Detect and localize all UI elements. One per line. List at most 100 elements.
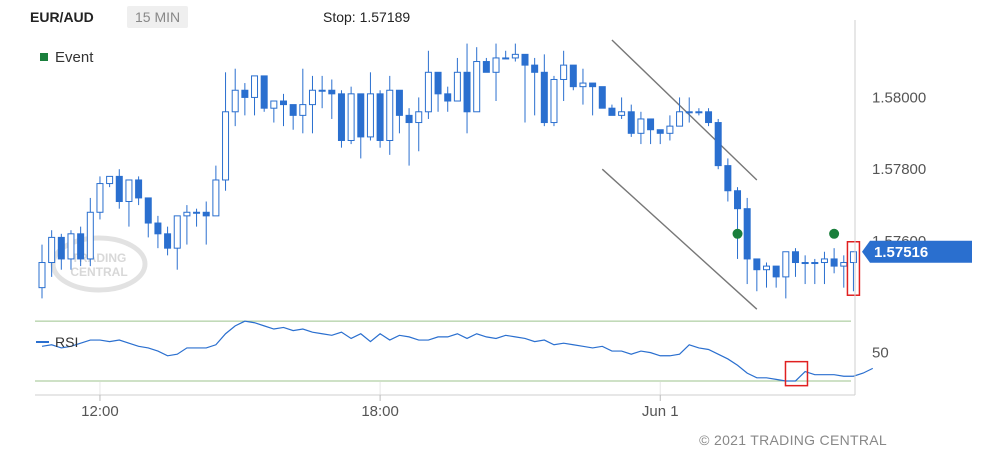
candle-body — [424, 71, 432, 113]
candle-body — [434, 71, 442, 95]
candle — [791, 248, 799, 277]
candle — [560, 50, 568, 102]
candle — [115, 169, 123, 209]
candle — [473, 47, 481, 113]
candle — [540, 54, 548, 127]
candle-body — [337, 93, 345, 141]
candle — [424, 50, 432, 119]
candle-body — [328, 89, 336, 95]
candle-body — [405, 114, 413, 124]
price-tag-label: 1.57516 — [874, 244, 928, 261]
candle-body — [695, 111, 703, 114]
watermark-text-1: TRADING — [72, 251, 127, 265]
candle — [154, 215, 162, 249]
candle-body — [299, 104, 307, 116]
candle-body — [193, 211, 201, 214]
candle — [135, 176, 143, 206]
candle-body — [840, 262, 848, 267]
candle — [820, 251, 828, 285]
candle-body — [849, 251, 857, 264]
candle — [318, 75, 326, 109]
candle — [666, 115, 674, 141]
candle — [202, 201, 210, 245]
rsi-panel — [35, 320, 874, 387]
candle-body — [347, 93, 355, 141]
candle-body — [86, 211, 94, 260]
rsi-tick-label: 50 — [872, 345, 889, 362]
candle-body — [666, 125, 674, 134]
candle — [656, 129, 664, 145]
candle-body — [724, 165, 732, 192]
candle-body — [618, 111, 626, 116]
candle-body — [376, 93, 384, 141]
channel-lower-line — [601, 168, 758, 310]
candle-body — [598, 86, 606, 109]
channel-upper-line — [611, 39, 758, 181]
candle-body — [560, 64, 568, 80]
candle-body — [772, 265, 780, 278]
candle — [637, 111, 645, 145]
price-tag-bg — [862, 240, 972, 263]
candle-body — [608, 107, 616, 116]
candle-body — [57, 236, 65, 260]
candle — [589, 82, 597, 116]
candle-body — [48, 236, 56, 264]
candle-body — [830, 258, 838, 267]
candle-body — [637, 118, 645, 134]
price-channel — [601, 39, 758, 310]
candle-body — [125, 179, 133, 203]
y-tick-label: 1.57800 — [872, 161, 926, 178]
candle-body — [386, 89, 394, 141]
candle-body — [115, 175, 123, 203]
candle — [502, 50, 510, 60]
x-tick-label: 18:00 — [361, 403, 399, 420]
candle — [618, 97, 626, 119]
candle-body — [154, 222, 162, 235]
candle — [763, 262, 770, 288]
rsi-legend-label: RSI — [55, 334, 79, 350]
candle — [260, 75, 268, 112]
candle — [724, 158, 732, 202]
candle-body — [782, 251, 790, 278]
candle — [676, 97, 684, 127]
candle-body — [38, 262, 46, 289]
candle-body — [164, 233, 172, 249]
candle-body — [511, 53, 519, 59]
candle — [308, 75, 316, 134]
candle — [251, 75, 259, 116]
candle — [395, 89, 403, 134]
candle — [96, 176, 104, 220]
candle — [782, 251, 790, 299]
candle — [444, 86, 452, 112]
candle-body — [357, 93, 365, 138]
timeframe-selector[interactable]: 15 MIN — [127, 6, 189, 28]
candle-body — [231, 89, 239, 113]
candle-body — [550, 78, 558, 124]
event-marker — [732, 228, 743, 239]
candle — [734, 187, 742, 259]
candle — [280, 93, 287, 127]
candle — [830, 248, 838, 274]
candle-body — [270, 100, 278, 109]
candle-body — [705, 111, 713, 124]
candle — [550, 75, 558, 127]
candle — [569, 64, 577, 91]
event-legend: Event — [40, 49, 93, 66]
watermark-ring — [50, 235, 148, 293]
event-legend-swatch — [40, 53, 48, 61]
candle — [685, 97, 693, 123]
candle-body — [251, 75, 259, 98]
candle-body — [811, 262, 819, 265]
copyright-notice: © 2021 TRADING CENTRAL — [699, 432, 887, 448]
event-legend-label: Event — [55, 49, 94, 66]
candle-body — [260, 75, 268, 109]
candle-body — [96, 183, 104, 213]
candle — [183, 205, 191, 245]
candle-body — [415, 111, 423, 124]
candle — [125, 179, 133, 227]
candle — [212, 165, 220, 217]
candle — [415, 97, 423, 152]
candle — [193, 208, 201, 227]
